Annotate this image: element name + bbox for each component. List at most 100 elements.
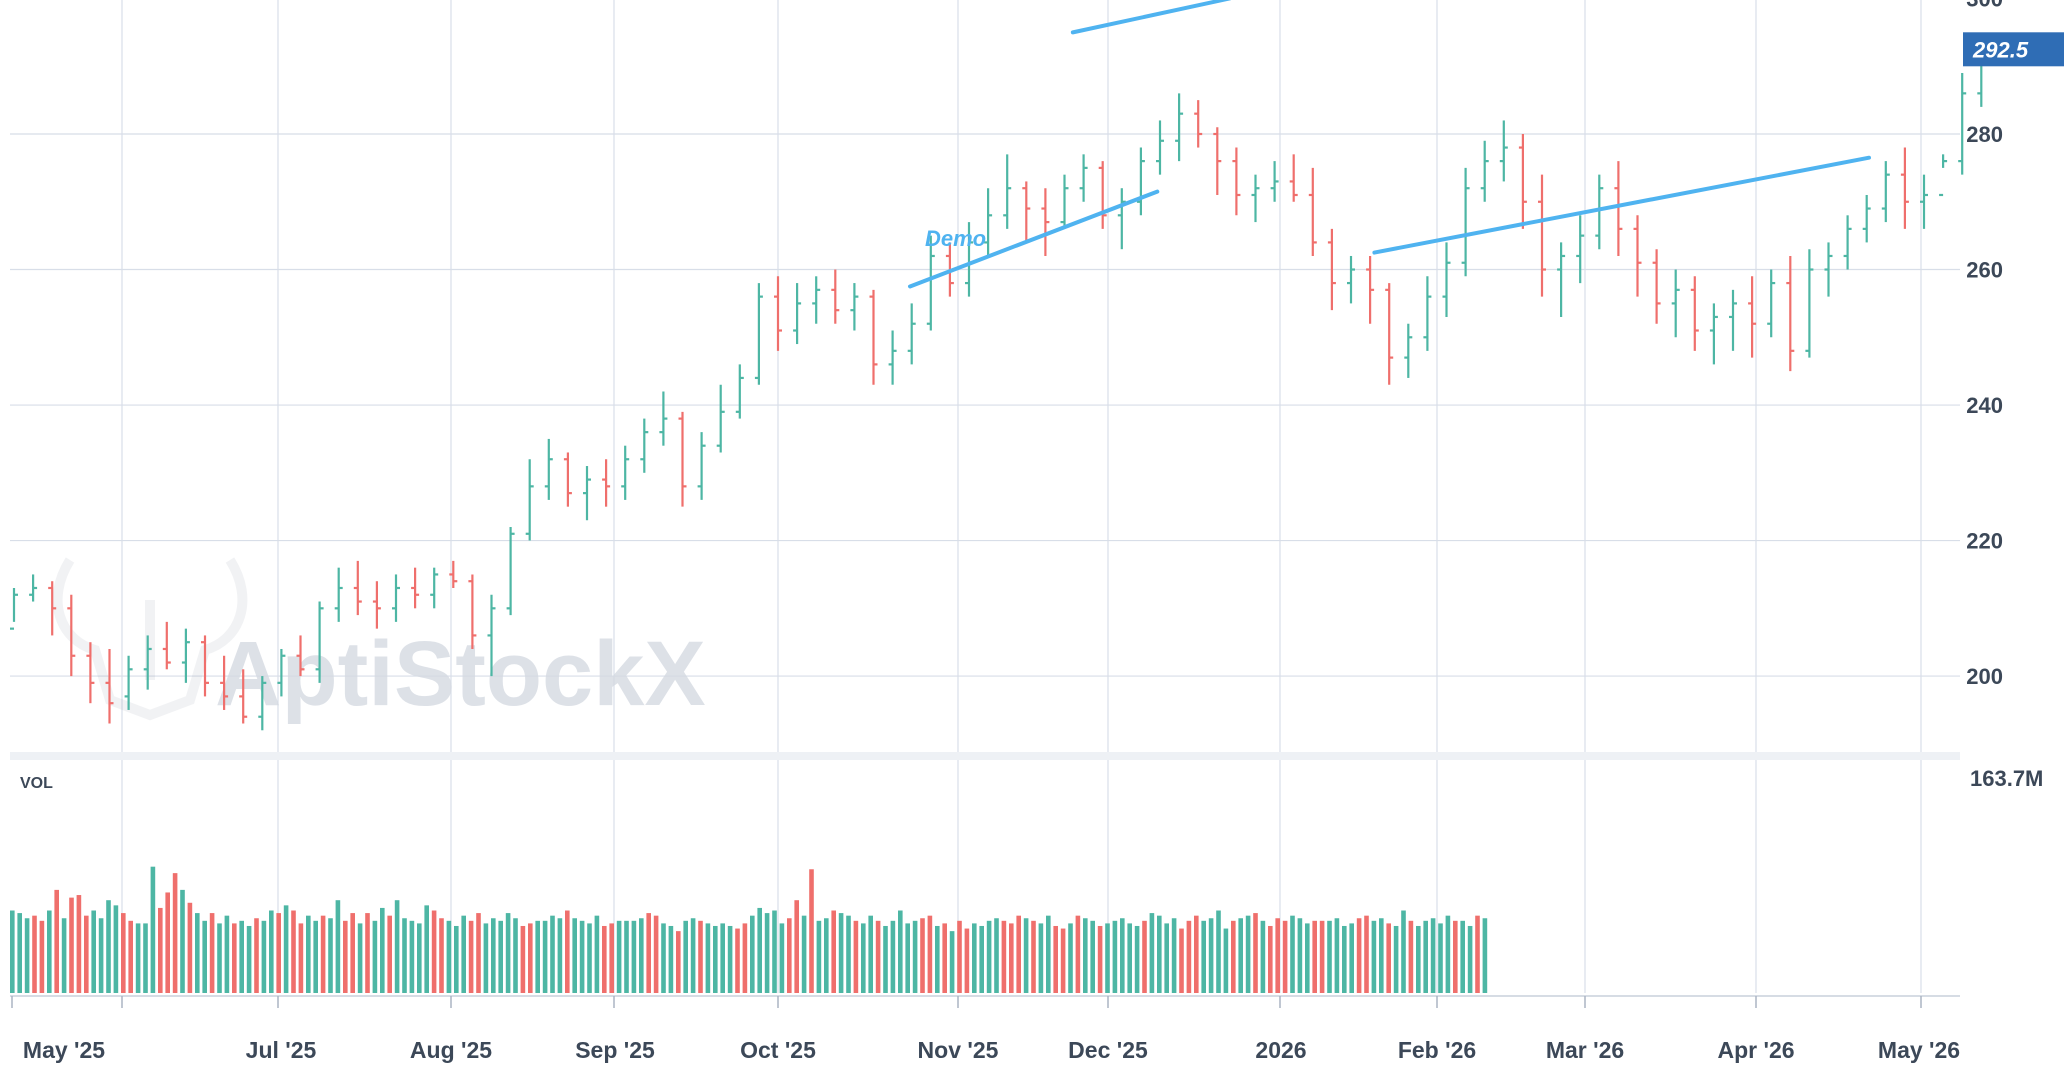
x-tick-label: Dec '25	[1068, 1037, 1148, 1063]
volume-bar	[1083, 918, 1088, 993]
volume-bar	[661, 923, 666, 993]
ohlc-bar	[1786, 255, 1795, 372]
x-tick-label: Sep '25	[575, 1037, 655, 1063]
volume-bar	[431, 910, 437, 993]
volume-bar	[1216, 910, 1221, 993]
ohlc-bar	[296, 635, 305, 677]
volume-bar	[1386, 923, 1391, 993]
volume-bar	[1319, 920, 1325, 993]
volume-bar	[1194, 915, 1199, 993]
volume-bar	[912, 920, 918, 993]
volume-bar	[1090, 920, 1095, 993]
ohlc-bar	[124, 655, 133, 710]
volume-bar	[1290, 915, 1295, 993]
ohlc-bar	[1442, 242, 1451, 317]
volume-bar	[195, 913, 200, 993]
volume-bar	[705, 923, 711, 993]
volume-bar	[1460, 920, 1465, 993]
volume-bar	[1097, 925, 1103, 993]
volume-bar	[1201, 920, 1206, 993]
volume-bar	[409, 920, 415, 993]
ohlc-bar	[1251, 174, 1260, 223]
volume-bar	[1430, 918, 1436, 993]
volume-bar	[387, 915, 392, 993]
volume-bar	[261, 920, 267, 993]
ohlc-bar	[1232, 147, 1241, 216]
ohlc-bar	[1633, 215, 1642, 297]
ohlc-bar	[774, 276, 782, 351]
ohlc-bar	[1347, 255, 1355, 304]
x-tick-label: Oct '25	[740, 1037, 816, 1063]
volume-bar	[602, 925, 607, 993]
volume-bar	[84, 915, 89, 993]
ohlc-bar	[1404, 323, 1413, 378]
volume-bar	[927, 915, 933, 993]
volume-bar	[1297, 918, 1303, 993]
volume-bar	[232, 923, 237, 993]
ohlc-bar	[1461, 167, 1470, 277]
volume-bar	[1231, 920, 1236, 993]
x-tick-label: 2026	[1255, 1037, 1306, 1063]
volume-bar	[550, 915, 555, 993]
ohlc-bar	[353, 560, 362, 616]
current-price-label: 292.5	[1972, 37, 2029, 62]
volume-bar	[809, 869, 814, 993]
ohlc-bar	[1709, 303, 1718, 365]
volume-bar	[54, 889, 59, 993]
ohlc-bar	[1671, 269, 1680, 338]
volume-bar	[883, 925, 888, 993]
volume-bar	[1179, 928, 1184, 993]
volume-bar	[505, 913, 511, 993]
ohlc-bar	[392, 574, 400, 622]
ohlc-bar	[1767, 269, 1776, 338]
y-tick-label: 260	[1966, 258, 2003, 283]
volume-bar	[653, 915, 659, 993]
volume-bar	[187, 902, 193, 993]
volume-bar	[631, 920, 637, 993]
ohlc-bar	[1041, 188, 1050, 256]
ohlc-bar	[334, 567, 343, 622]
volume-bar	[816, 920, 822, 993]
volume-bar	[1142, 920, 1147, 993]
watermark-text: AptiStockX	[215, 623, 706, 725]
ohlc-bar	[1366, 255, 1375, 324]
x-tick-label: Feb '26	[1398, 1037, 1476, 1063]
ohlc-bar	[10, 587, 18, 630]
volume-bar	[1356, 918, 1362, 993]
x-tick-label: Jul '25	[246, 1037, 317, 1063]
ohlc-bar	[162, 621, 171, 670]
ohlc-bar	[926, 235, 935, 331]
ohlc-bar	[1117, 188, 1126, 250]
volume-bar	[1371, 920, 1377, 993]
volume-bar	[1282, 920, 1288, 993]
volume-bar	[69, 897, 74, 993]
volume-bar	[1164, 923, 1169, 993]
volume-bar	[91, 910, 96, 993]
volume-bar	[1260, 920, 1266, 993]
ohlc-bar	[640, 418, 649, 473]
volume-bar	[306, 915, 311, 993]
ohlc-bar	[1156, 120, 1164, 175]
volume-bar	[1453, 920, 1458, 993]
volume-bar	[528, 923, 533, 993]
volume-bar	[365, 913, 370, 993]
volume-bar	[1001, 920, 1007, 993]
volume-bar	[824, 918, 829, 993]
trendline	[908, 189, 1160, 289]
volume-bar	[727, 925, 733, 993]
volume-bar	[10, 910, 15, 993]
ohlc-bar	[1881, 161, 1890, 223]
ohlc-bar	[258, 676, 267, 731]
volume-label: VOL	[20, 775, 53, 792]
volume-bar	[417, 923, 422, 993]
ohlc-bar	[277, 648, 286, 697]
ohlc-bar	[372, 581, 381, 629]
volume-bar	[1068, 923, 1073, 993]
volume-bar	[572, 918, 577, 993]
volume-bar	[158, 907, 163, 993]
ohlc-bar	[1805, 249, 1814, 358]
volume-bar	[276, 913, 281, 993]
y-tick-label: 200	[1966, 664, 2003, 689]
